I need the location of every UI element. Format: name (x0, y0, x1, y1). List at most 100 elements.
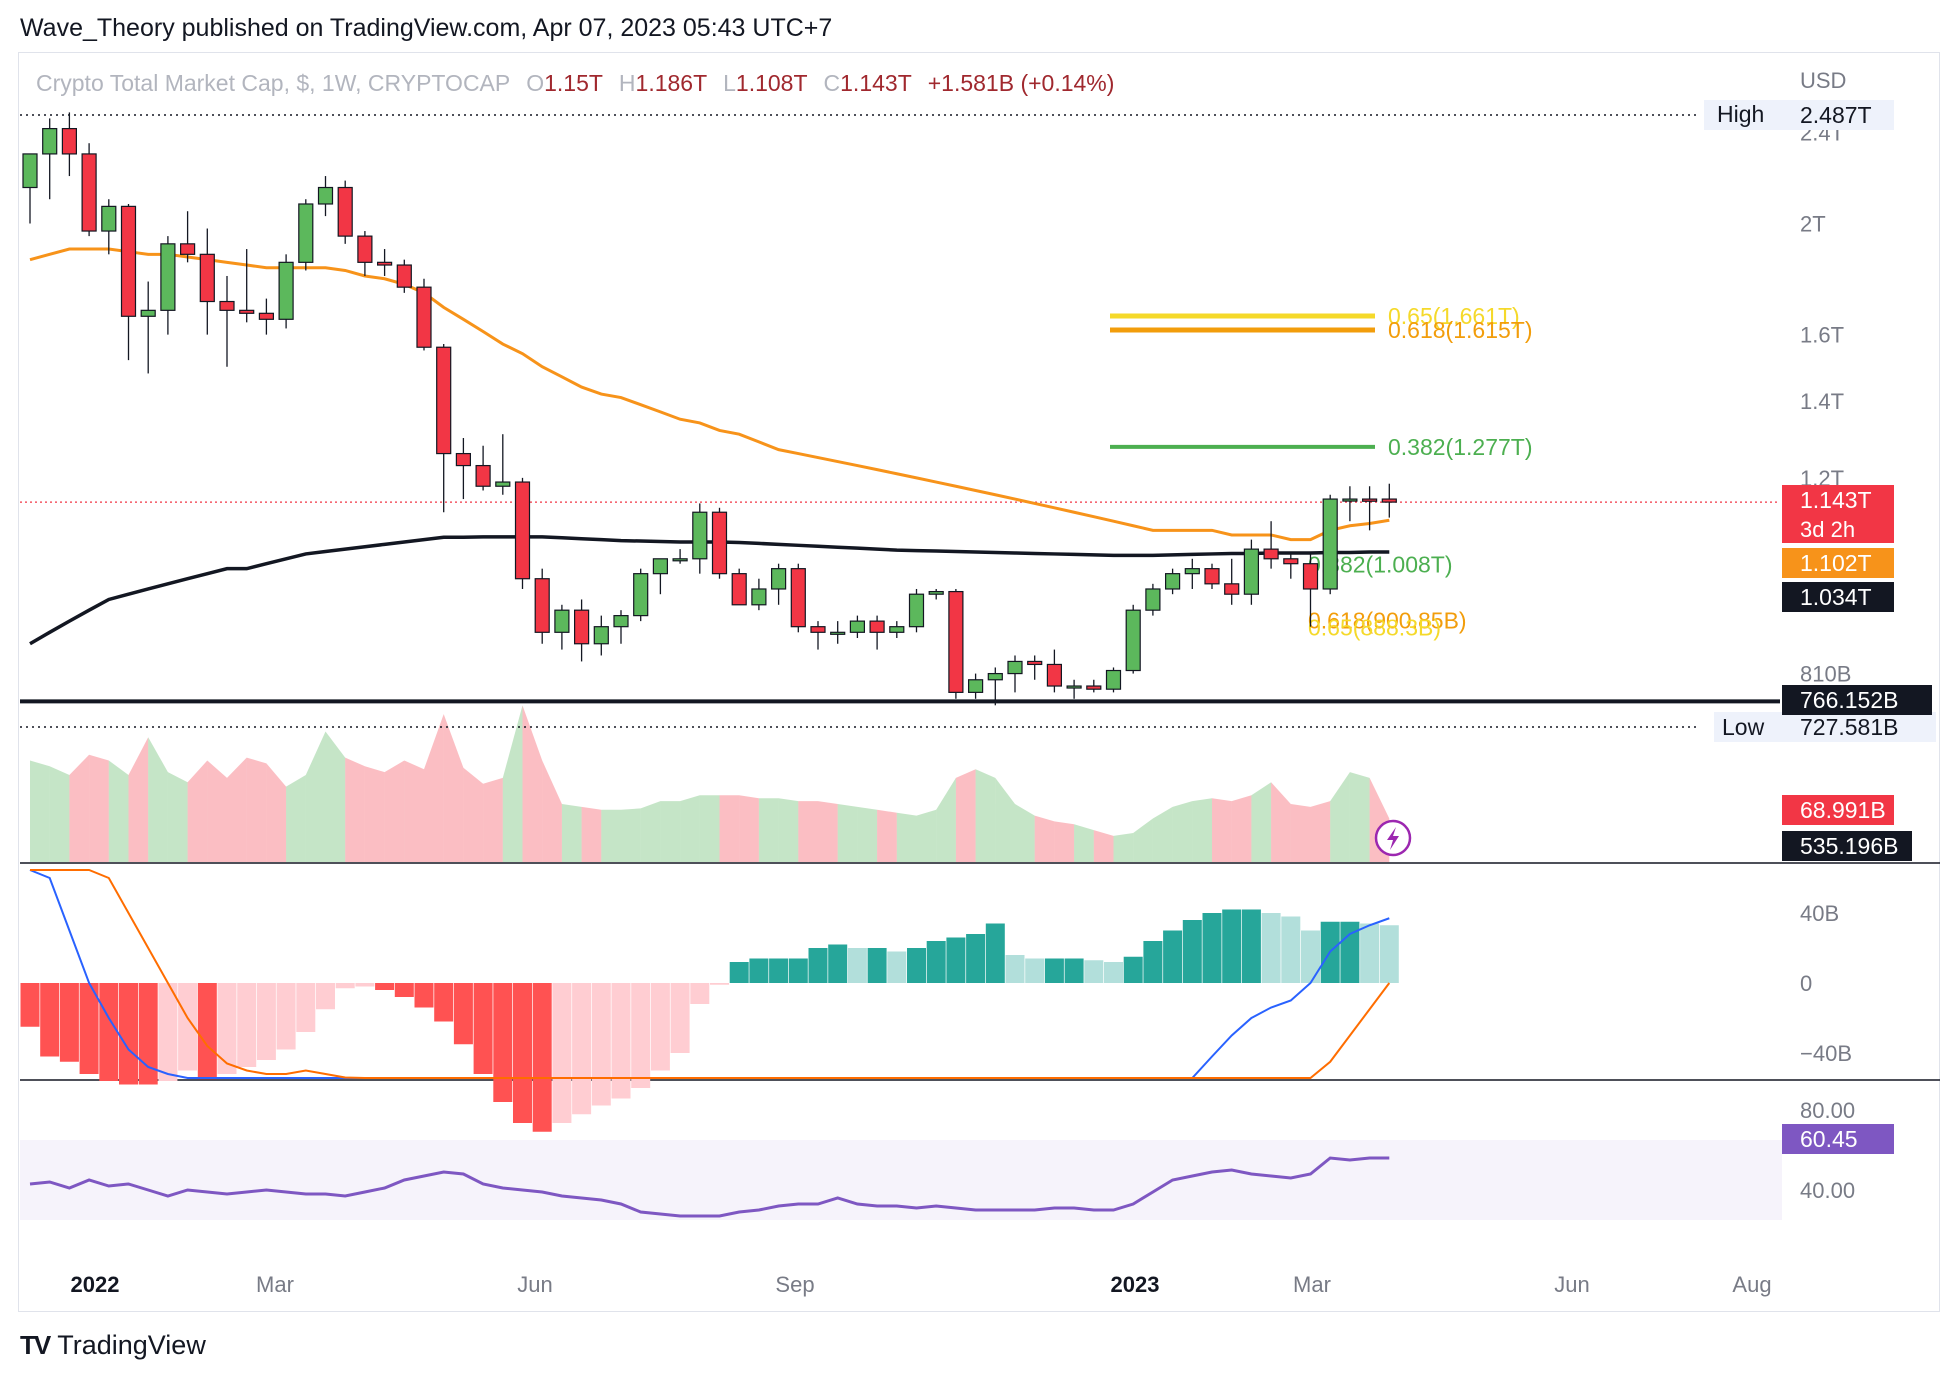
volume-area (837, 804, 858, 862)
fib-label: 0.618(900.85B) (1308, 608, 1467, 634)
candle-body (42, 127, 58, 155)
candle-body (1283, 558, 1299, 565)
candle-body (140, 309, 156, 317)
candle-body (377, 261, 393, 266)
candle-body (22, 153, 38, 189)
low-tag: Low (1722, 714, 1765, 740)
volume-area (167, 772, 188, 862)
candle (1322, 494, 1338, 595)
macd-histogram-bar (749, 958, 769, 983)
candle (258, 298, 274, 335)
candle (593, 615, 609, 656)
sma-value-tag-bg (1782, 582, 1894, 612)
macd-histogram-bar (926, 941, 946, 983)
candle (278, 254, 294, 329)
rsi-value-tag: 60.45 (1800, 1126, 1858, 1152)
volume-area (818, 801, 838, 862)
time-axis-label: 2023 (1111, 1272, 1160, 1297)
price-axis-label: 1.6T (1800, 323, 1844, 348)
volume-area (916, 809, 937, 862)
candle-body (1027, 660, 1043, 666)
volume-area (404, 760, 424, 862)
candle-body (889, 626, 905, 633)
volume-area (128, 737, 149, 862)
rsi-line (29, 1156, 1390, 1218)
volume-area (1251, 782, 1272, 862)
candle-body (573, 609, 590, 645)
open-value: 1.15T (544, 70, 603, 96)
candle (1361, 486, 1378, 531)
volume-area (1034, 815, 1055, 862)
candle-body (731, 573, 747, 606)
macd-histogram-bar (591, 983, 611, 1106)
candle (1125, 604, 1141, 674)
candle (908, 588, 925, 633)
candle-body (967, 679, 984, 693)
volume-area (1212, 798, 1232, 862)
candle (416, 278, 432, 351)
macd-histogram-bar (788, 958, 808, 983)
last-price-tag: 1.143T (1800, 487, 1872, 513)
candle-body (672, 558, 688, 562)
macd-histogram-bar (414, 983, 434, 1008)
volume-area (286, 775, 306, 862)
candle-body (1302, 563, 1319, 590)
symbol-name[interactable]: Crypto Total Market Cap, $, 1W, CRYPTOCA… (36, 70, 510, 96)
candle (42, 118, 58, 200)
tradingview-logo-icon: TV (20, 1330, 51, 1360)
volume-area (778, 798, 799, 862)
last-price-tag-bg (1782, 485, 1894, 543)
tradingview-brand[interactable]: TV TradingView (20, 1330, 206, 1361)
macd-histogram-bar (985, 923, 1005, 983)
volume-area (1093, 830, 1114, 862)
volume-area (1310, 801, 1331, 862)
change-value: +1.581B (+0.14%) (927, 70, 1115, 96)
candle-body (120, 205, 137, 317)
candle (239, 249, 255, 323)
macd-histogram-bar (1360, 923, 1380, 983)
volume-area (1330, 772, 1350, 862)
volume-area (1152, 806, 1173, 862)
macd-histogram-bar (1202, 913, 1222, 983)
volume-area (857, 806, 878, 862)
candle-body (928, 590, 944, 595)
macd-histogram-bar (808, 948, 828, 983)
macd-histogram-bar (1281, 916, 1301, 983)
support-value-tag-bg (1782, 685, 1932, 715)
macd-histogram-bar (355, 983, 375, 987)
macd-histogram-bar (119, 983, 138, 1085)
candle (1086, 679, 1102, 693)
macd-histogram-bar (1084, 960, 1104, 983)
candle-body (416, 286, 432, 348)
macd-histogram-bar (1064, 958, 1084, 983)
rsi-axis-label: 40.00 (1800, 1178, 1855, 1203)
volume-area (207, 760, 227, 862)
candle-body (534, 578, 550, 633)
macd-histogram-bar (1379, 925, 1399, 983)
volume-area (877, 809, 897, 862)
volume-area (1113, 833, 1134, 862)
macd-histogram-bar (907, 948, 926, 983)
macd-histogram-bar (256, 983, 276, 1060)
volume-area (758, 798, 779, 862)
macd-histogram-bar (828, 944, 848, 983)
candle (337, 180, 353, 244)
candle-body (180, 243, 196, 255)
open-key: O (526, 70, 545, 96)
candle (1105, 667, 1122, 693)
candle (1184, 558, 1200, 589)
candle (967, 673, 984, 699)
volume-area (640, 801, 661, 862)
fib-label: 0.65(1.661T) (1388, 303, 1520, 329)
candle (810, 621, 826, 650)
macd-histogram-bar (650, 983, 670, 1071)
volume-area (1074, 824, 1094, 862)
low-value-tag: 727.581B (1800, 714, 1898, 740)
candle-body (652, 558, 669, 575)
countdown-tag: 3d 2h (1800, 517, 1855, 542)
candle-body (1164, 573, 1181, 590)
volume-area (266, 763, 287, 862)
candle (1066, 679, 1082, 699)
time-axis-label: Mar (1293, 1272, 1331, 1297)
